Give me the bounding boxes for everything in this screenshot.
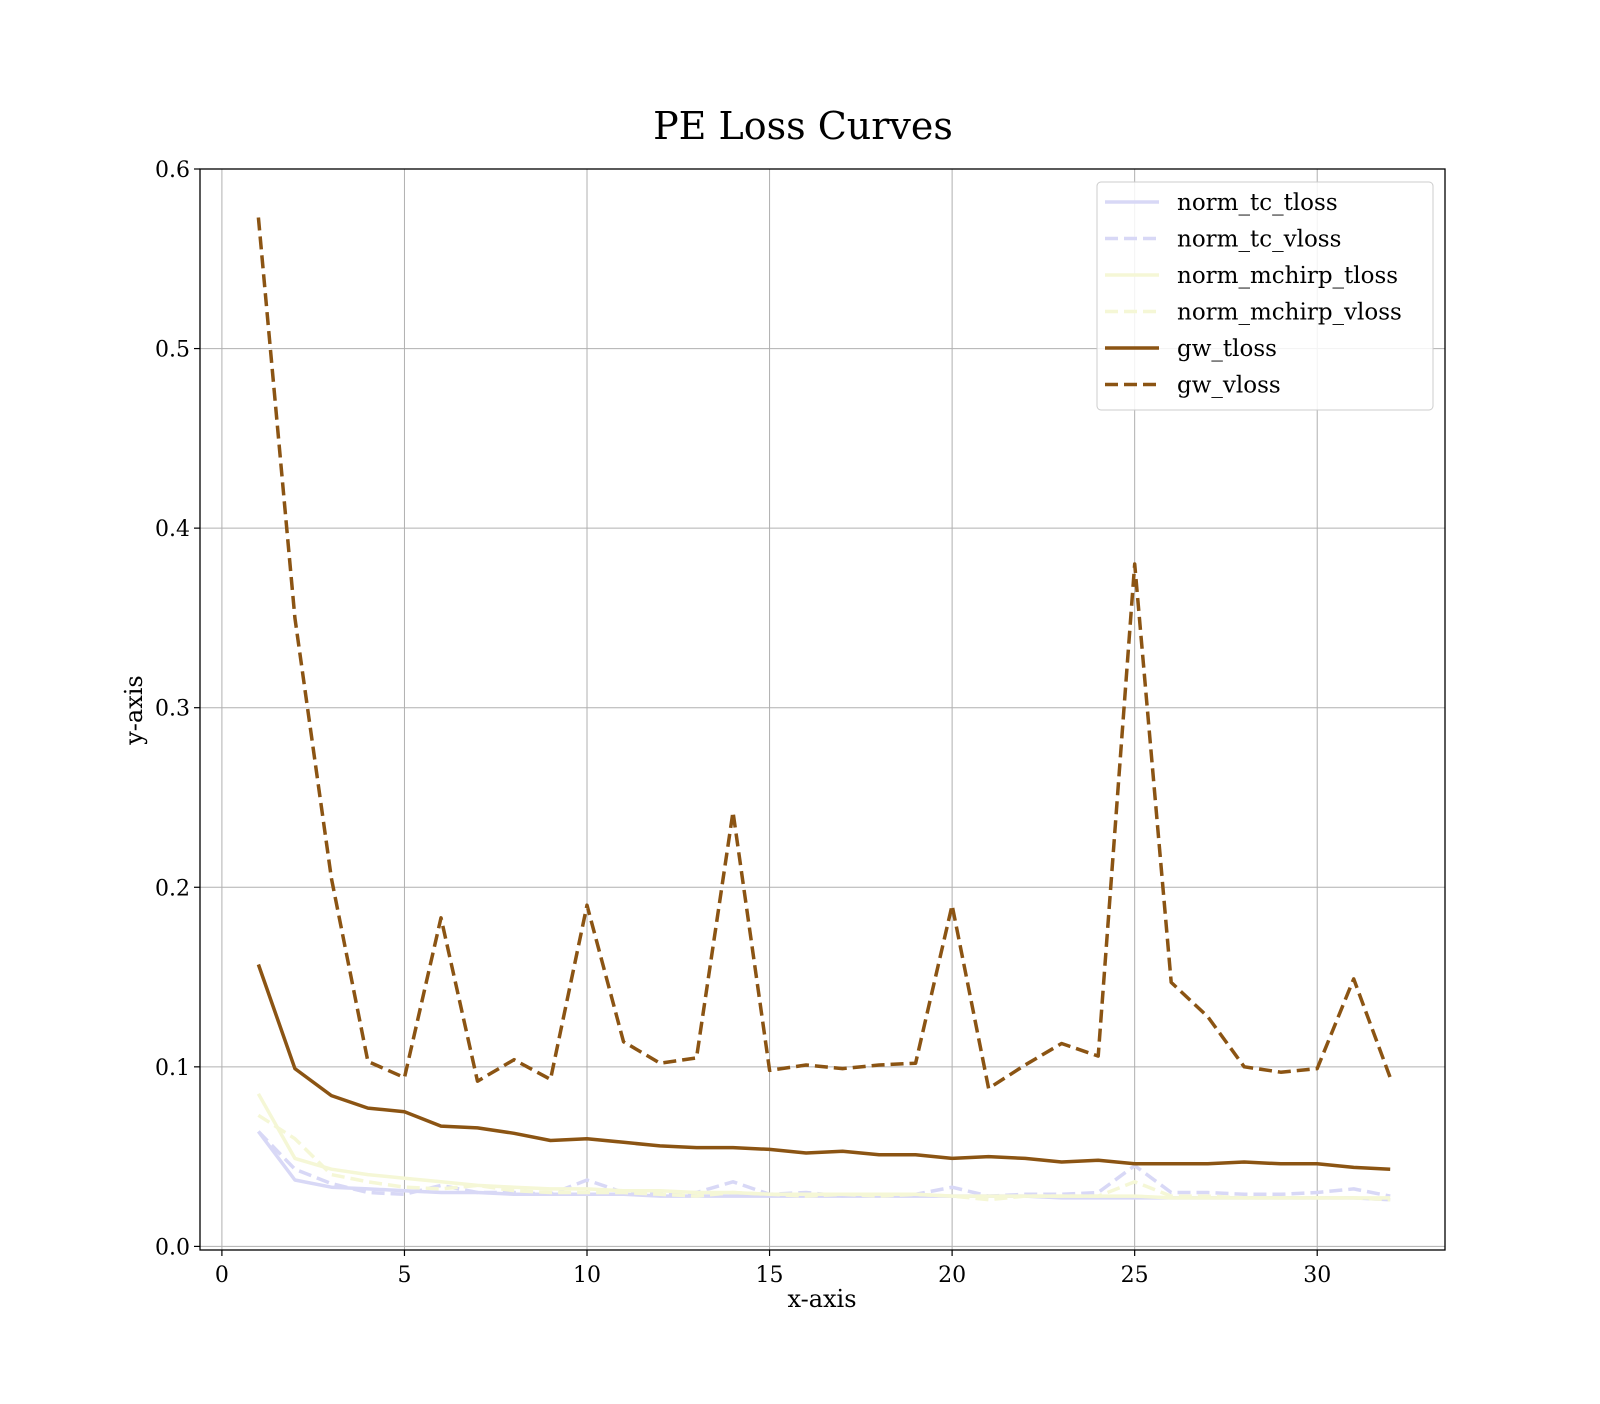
y-tick-label: 0.6	[155, 158, 190, 183]
legend-label: norm_mchirp_tloss	[1177, 263, 1398, 289]
x-tick-label: 15	[756, 1263, 784, 1288]
y-tick-label: 0.4	[155, 517, 190, 542]
x-tick-label: 20	[938, 1263, 966, 1288]
y-tick-label: 0.0	[155, 1235, 190, 1260]
y-tick-label: 0.5	[155, 338, 190, 363]
legend: norm_tc_tloss norm_tc_vloss norm_mchirp_tl…	[1096, 181, 1434, 411]
x-tick-label: 5	[397, 1263, 411, 1288]
series-line-norm-mchirp-vloss	[257, 1113, 1391, 1202]
x-tick-label: 0	[215, 1263, 229, 1288]
y-tick-label: 0.2	[155, 876, 190, 901]
y-tick-label: 0.1	[155, 1056, 190, 1081]
legend-label: gw_vloss	[1177, 373, 1281, 399]
y-axis-label: y-axis	[120, 675, 148, 746]
legend-label: norm_tc_tloss	[1177, 190, 1338, 216]
x-tick-label: 25	[1121, 1263, 1149, 1288]
chart-title: PE Loss Curves	[653, 104, 953, 148]
series-line-gw-vloss	[256, 217, 1392, 1091]
legend-label: norm_mchirp_vloss	[1177, 300, 1402, 326]
series-group	[256, 217, 1392, 1202]
series-line-gw-tloss	[256, 963, 1391, 1171]
series-line-norm-mchirp-tloss	[256, 1092, 1391, 1200]
axis-ticks: 0 5 10 15 20 25 30 0.0 0.1 0.2 0.3 0.4 0.5 0.6	[155, 158, 1331, 1288]
legend-label: gw_tloss	[1177, 336, 1277, 362]
x-axis-label: x-axis	[787, 1285, 856, 1313]
legend-box	[1096, 181, 1434, 411]
y-tick-label: 0.3	[155, 697, 190, 722]
x-tick-label: 30	[1303, 1263, 1331, 1288]
legend-label: norm_tc_vloss	[1177, 227, 1341, 253]
x-tick-label: 10	[573, 1263, 601, 1288]
plot-area-frame	[199, 168, 1446, 1251]
